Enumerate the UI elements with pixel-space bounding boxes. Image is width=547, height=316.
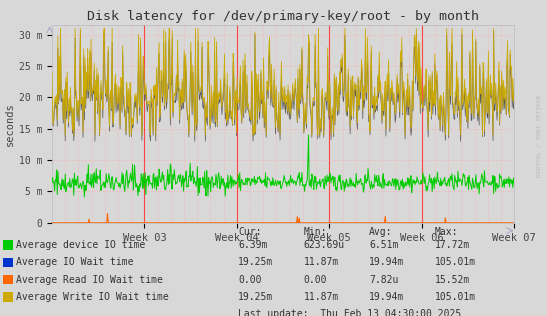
Text: Last update:  Thu Feb 13 04:30:00 2025: Last update: Thu Feb 13 04:30:00 2025 (238, 309, 461, 316)
Text: 11.87m: 11.87m (304, 257, 339, 267)
Text: Average Read IO Wait time: Average Read IO Wait time (16, 275, 164, 285)
Text: Average Write IO Wait time: Average Write IO Wait time (16, 292, 169, 302)
Text: 105.01m: 105.01m (435, 292, 476, 302)
Text: 11.87m: 11.87m (304, 292, 339, 302)
Text: 19.94m: 19.94m (369, 292, 404, 302)
Text: Average IO Wait time: Average IO Wait time (16, 257, 134, 267)
Text: 0.00: 0.00 (304, 275, 327, 285)
Text: 6.39m: 6.39m (238, 240, 267, 250)
Text: Cur:: Cur: (238, 227, 261, 237)
Text: RRDTOOL / TOBI OETIKER: RRDTOOL / TOBI OETIKER (536, 94, 542, 177)
Text: 19.25m: 19.25m (238, 292, 273, 302)
Text: 6.51m: 6.51m (369, 240, 399, 250)
Text: 19.25m: 19.25m (238, 257, 273, 267)
Text: 623.69u: 623.69u (304, 240, 345, 250)
Text: 0.00: 0.00 (238, 275, 261, 285)
Text: 17.72m: 17.72m (435, 240, 470, 250)
Text: 15.52m: 15.52m (435, 275, 470, 285)
Text: Max:: Max: (435, 227, 458, 237)
Text: Min:: Min: (304, 227, 327, 237)
Text: Average device IO time: Average device IO time (16, 240, 146, 250)
Y-axis label: seconds: seconds (4, 102, 15, 146)
Title: Disk latency for /dev/primary-key/root - by month: Disk latency for /dev/primary-key/root -… (87, 10, 479, 23)
Text: Avg:: Avg: (369, 227, 393, 237)
Text: 7.82u: 7.82u (369, 275, 399, 285)
Text: 105.01m: 105.01m (435, 257, 476, 267)
Text: 19.94m: 19.94m (369, 257, 404, 267)
